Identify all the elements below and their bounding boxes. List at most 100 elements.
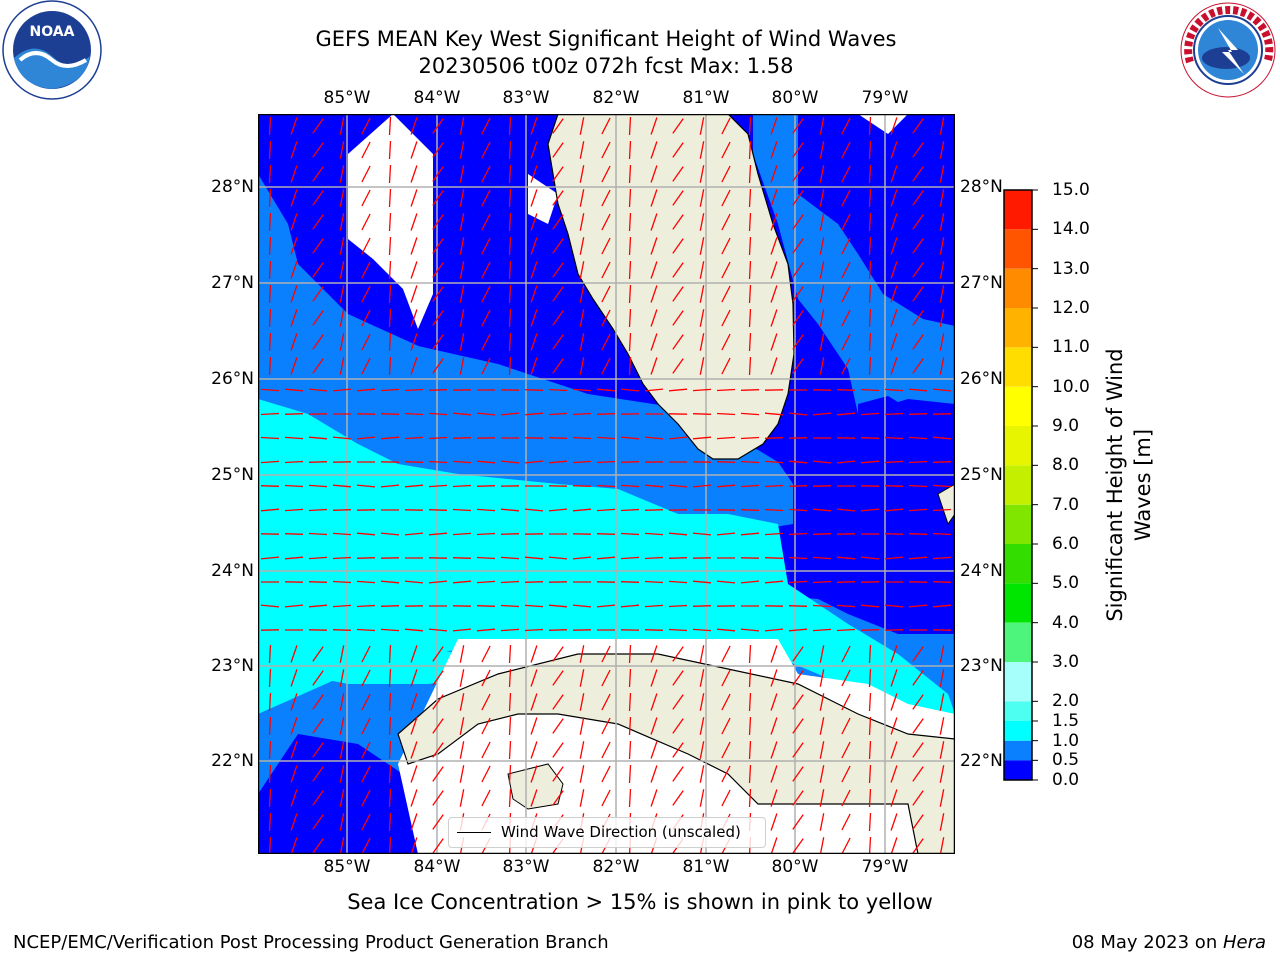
wave-arrow [290, 237, 298, 255]
wave-arrow [432, 142, 444, 158]
wave-arrow [332, 436, 352, 440]
wave-arrow [740, 389, 760, 391]
wave-arrow [860, 629, 880, 631]
colorbar-tick-label: 13.0 [1052, 258, 1090, 279]
bahamas-land [937, 483, 955, 526]
wave-arrow [500, 460, 520, 464]
wave-arrow [410, 261, 418, 279]
wave-arrow [432, 214, 444, 230]
wave-arrow [868, 140, 872, 160]
wave-arrow [939, 669, 945, 687]
wave-arrow [819, 333, 825, 351]
wave-arrow [284, 533, 304, 535]
wave-arrow [404, 532, 424, 536]
wave-arrow [860, 460, 880, 464]
wave-arrow [890, 717, 898, 735]
wave-arrow [410, 837, 418, 854]
wave-arrow [672, 166, 684, 182]
lat-label-right: 23°N [960, 656, 1003, 676]
wave-arrow [770, 645, 778, 663]
wave-arrow [579, 765, 585, 783]
wave-arrow [628, 644, 632, 664]
wave-arrow [764, 412, 784, 416]
wave-arrow [572, 460, 592, 464]
wave-arrow [552, 718, 564, 734]
wave-arrow [432, 190, 444, 206]
nws-logo [1180, 2, 1276, 98]
wave-arrow [792, 358, 804, 374]
wave-arrow [410, 765, 418, 783]
wave-arrow [792, 790, 804, 806]
wave-arrow [699, 765, 705, 783]
wave-arrow [312, 118, 324, 134]
wave-arrow [579, 717, 585, 735]
wave-arrow [912, 646, 924, 662]
wave-arrow [770, 285, 778, 303]
wave-arrow [748, 644, 752, 664]
wave-arrow [764, 437, 784, 439]
wave-arrow [748, 716, 752, 736]
wave-arrow [841, 741, 851, 759]
wave-arrow [452, 460, 472, 464]
wave-arrow [912, 214, 924, 230]
wave-arrow [284, 556, 304, 560]
wave-arrow [650, 765, 658, 783]
wave-arrow [508, 740, 512, 760]
wave-arrow [268, 716, 272, 736]
wave-arrow [481, 333, 491, 351]
wave-arrow [748, 764, 752, 784]
wave-arrow [572, 412, 592, 416]
wave-arrow [432, 334, 444, 350]
wave-arrow [812, 604, 832, 608]
wave-arrow [890, 357, 898, 375]
wave-arrow [628, 356, 632, 376]
wave-arrow [868, 332, 872, 352]
cuba-land [397, 653, 955, 854]
wave-arrow [459, 693, 465, 711]
colorbar-segment [1004, 662, 1032, 702]
wave-arrow [500, 533, 520, 535]
wave-arrow [579, 237, 585, 255]
wave-arrow [819, 669, 825, 687]
wave-arrow [672, 310, 684, 326]
wave-arrow [836, 508, 856, 512]
wave-arrow [819, 117, 825, 135]
wave-arrow [788, 508, 808, 512]
wave-arrow [620, 532, 640, 536]
wave-arrow [792, 814, 804, 830]
lon-label-bottom: 79°W [861, 857, 909, 877]
wave-arrow [572, 556, 592, 560]
wave-arrow [748, 308, 752, 328]
wave-arrow [868, 764, 872, 784]
wave-arrow [524, 412, 544, 416]
wave-arrow [699, 141, 705, 159]
footer-machine: Hera [1222, 932, 1266, 953]
wave-arrow [841, 237, 851, 255]
wave-arrow [860, 437, 880, 439]
wave-arrow [284, 484, 304, 488]
wave-arrow [268, 308, 272, 328]
wave-arrow [819, 717, 825, 735]
wave-arrow [530, 669, 538, 687]
wave-arrow [432, 694, 444, 710]
wave-arrow [932, 581, 952, 583]
wave-arrow [524, 556, 544, 560]
sea-ice-note: Sea Ice Concentration > 15% is shown in … [347, 890, 933, 914]
wave-arrow [819, 789, 825, 807]
wave-arrow [476, 580, 496, 584]
wave-arrow [339, 285, 345, 303]
wave-arrow [260, 460, 280, 464]
colorbar-segment [1004, 465, 1032, 505]
wave-arrow [596, 556, 616, 560]
lon-label-top: 82°W [592, 88, 640, 108]
wave-arrow [939, 237, 945, 255]
wave-arrow [890, 669, 898, 687]
wave-arrow [410, 165, 418, 183]
wave-arrow [339, 813, 345, 831]
legend-line-swatch [457, 832, 491, 833]
wave-arrow [644, 388, 664, 392]
wave-arrow [721, 741, 731, 759]
wave-arrow [890, 189, 898, 207]
wave-arrow [721, 237, 731, 255]
wave-arrow [452, 484, 472, 488]
